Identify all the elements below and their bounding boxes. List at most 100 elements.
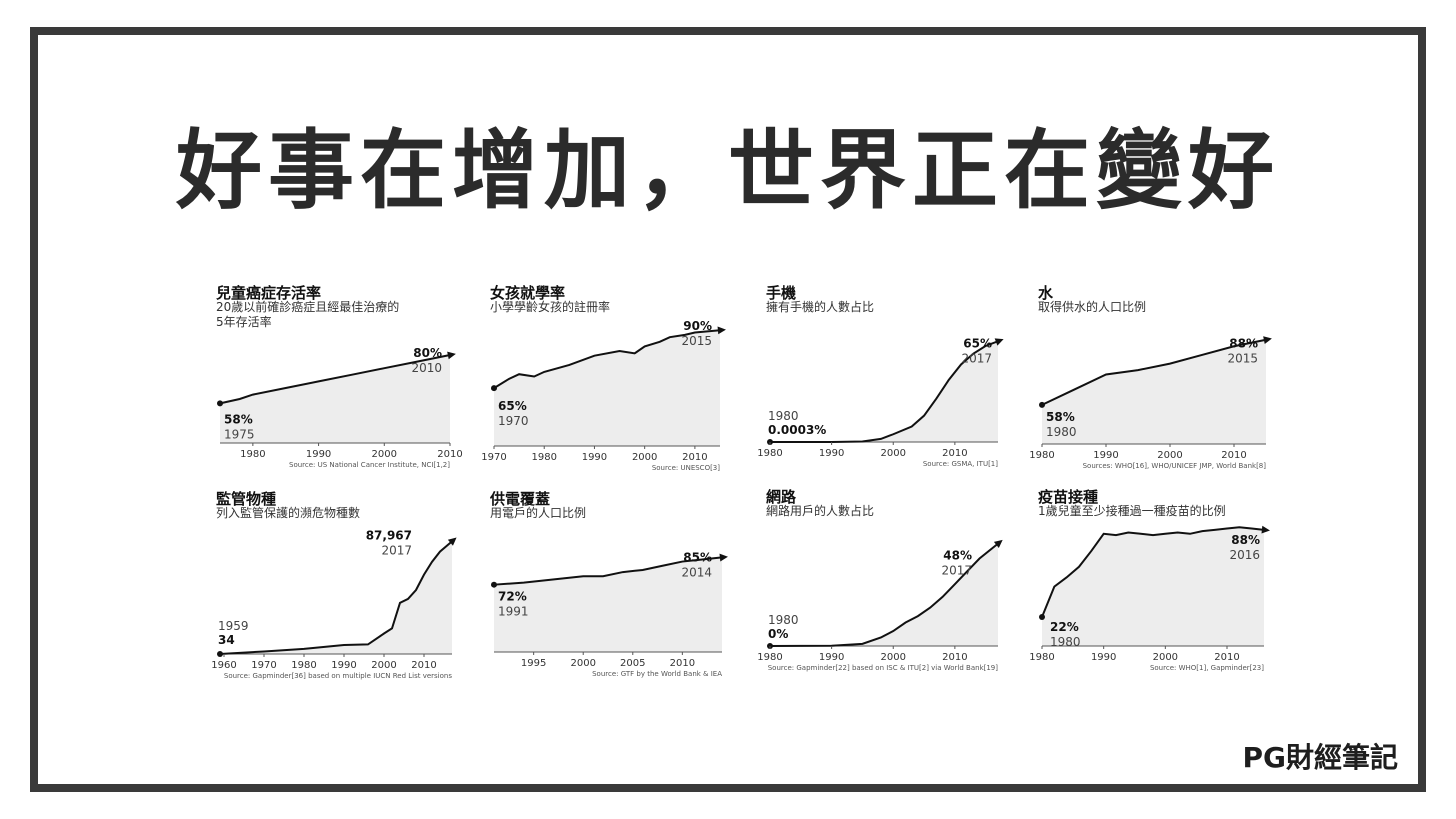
source-note: Source: WHO[1], Gapminder[23] — [1150, 664, 1264, 672]
tick-label: 2000 — [570, 658, 595, 669]
panel-subtitle: 擁有手機的人數占比 — [766, 300, 875, 314]
end-value-label: 80% — [413, 346, 442, 360]
end-year-label: 2017 — [381, 543, 412, 557]
start-year-label: 1970 — [498, 414, 529, 428]
source-note: Source: US National Cancer Institute, NC… — [289, 461, 450, 469]
series-line — [769, 340, 999, 443]
end-year-label: 2017 — [961, 351, 992, 365]
start-dot — [217, 650, 223, 657]
source-note: Source: Gapminder[36] based on multiple … — [224, 672, 452, 680]
panel-title: 兒童癌症存活率 — [216, 284, 322, 302]
tick-label: 1990 — [1091, 652, 1116, 663]
source-note: Source: Gapminder[22] based on ISC & ITU… — [768, 664, 999, 672]
tick-label: 2000 — [1157, 450, 1182, 461]
tick-label: 2010 — [942, 448, 967, 459]
panel-title: 供電覆蓋 — [490, 490, 551, 508]
start-value-label: 65% — [498, 399, 527, 413]
tick-label: 1980 — [757, 448, 782, 459]
tick-label: 1990 — [331, 660, 356, 671]
start-dot — [1039, 401, 1045, 408]
panel-title: 手機 — [766, 284, 797, 302]
end-year-label: 2010 — [411, 361, 442, 375]
series-line — [219, 540, 453, 655]
chart-panel-mobile-phones: 手機 擁有手機的人數占比 1980 1990 2000 2010 Source: GSM… — [757, 282, 1016, 482]
end-year-label: 2016 — [1229, 548, 1260, 562]
end-value-label: 88% — [1231, 533, 1260, 547]
panel-subtitle: 取得供水的人口比例 — [1038, 300, 1147, 314]
arrow-head — [1263, 336, 1272, 344]
start-year-label: 1980 — [1050, 635, 1081, 649]
panel-subtitle: 用電戶的人口比例 — [490, 506, 587, 520]
tick-label: 2010 — [411, 660, 436, 671]
tick-label: 1980 — [240, 449, 265, 460]
start-dot — [491, 385, 497, 392]
tick-label: 2000 — [632, 452, 657, 463]
start-value-label: 58% — [224, 412, 253, 426]
tick-label: 1980 — [291, 660, 316, 671]
slide-title: 好事在增加，世界正在變好 — [176, 121, 1280, 221]
arrow-head — [993, 539, 1003, 548]
arrow-head — [1261, 525, 1270, 534]
start-value-label: 0% — [768, 627, 788, 641]
arrow-head — [717, 326, 726, 335]
start-dot — [767, 438, 773, 445]
end-value-label: 90% — [683, 319, 712, 333]
source-note: Source: UNESCO[3] — [652, 464, 720, 472]
series-line — [1041, 338, 1267, 406]
arrow-head — [719, 553, 728, 562]
arrow-head — [447, 351, 456, 360]
chart-panel-electricity: 供電覆蓋 用電戶的人口比例 1995 2000 2005 2010 Source: GT… — [490, 488, 740, 688]
area-fill — [1042, 339, 1266, 444]
panel-title: 疫苗接種 — [1038, 488, 1099, 506]
panel-subtitle: 小學學齡女孩的註冊率 — [490, 300, 611, 314]
chart-panel-protected-species: 監管物種 列入監管保護的瀕危物種數 1960 1970 1980 1990 2000 20… — [211, 488, 466, 688]
start-year-label: 1959 — [218, 619, 249, 633]
panel-title: 女孩就學率 — [490, 284, 566, 302]
panel-title: 水 — [1038, 284, 1054, 302]
area-fill — [494, 557, 722, 652]
chart-panel-girls-school: 女孩就學率 小學學齡女孩的註冊率 1970 1980 1990 2000 2010 Sou… — [481, 282, 740, 482]
end-value-label: 87,967 — [366, 528, 412, 542]
start-year-label: 1991 — [498, 605, 529, 619]
start-value-label: 72% — [498, 590, 527, 604]
tick-label: 2010 — [1214, 652, 1239, 663]
source-note: Source: GSMA, ITU[1] — [923, 460, 998, 468]
start-dot — [491, 581, 497, 588]
start-year-label: 1980 — [768, 613, 799, 627]
start-year-label: 1980 — [768, 409, 799, 423]
start-value-label: 58% — [1046, 410, 1075, 424]
area-fill — [220, 541, 452, 654]
tick-label: 2000 — [372, 449, 397, 460]
end-value-label: 88% — [1229, 337, 1258, 351]
area-fill — [770, 543, 998, 646]
panel-subtitle: 20歲以前確診癌症且經最佳治療的 5年存活率 — [216, 300, 400, 329]
start-dot — [1039, 613, 1045, 620]
tick-label: 2010 — [437, 449, 462, 460]
series-line — [493, 556, 723, 586]
end-year-label: 2014 — [681, 565, 712, 579]
tick-label: 1980 — [531, 452, 556, 463]
start-value-label: 22% — [1050, 620, 1079, 634]
tick-label: 1960 — [211, 660, 236, 671]
chart-panel-vaccination: 疫苗接種 1歲兒童至少接種過一種疫苗的比例 1980 1990 2000 2010 So… — [1029, 486, 1288, 686]
tick-label: 1990 — [582, 452, 607, 463]
tick-label: 2000 — [1153, 652, 1178, 663]
tick-label: 1990 — [819, 652, 844, 663]
tick-label: 1990 — [306, 449, 331, 460]
source-note: Source: GTF by the World Bank & IEA — [592, 670, 722, 678]
chart-panel-internet: 網路 網路用戶的人數占比 1980 1990 2000 2010 Source: Gap… — [757, 486, 1016, 686]
start-value-label: 0.0003% — [768, 423, 826, 437]
chart-panel-child-cancer: 兒童癌症存活率 20歲以前確診癌症且經最佳治療的 5年存活率 1980 1990 2… — [216, 282, 466, 482]
tick-label: 1990 — [1093, 450, 1118, 461]
panel-subtitle: 1歲兒童至少接種過一種疫苗的比例 — [1038, 504, 1226, 518]
area-fill — [220, 355, 450, 443]
start-dot — [217, 400, 223, 407]
start-year-label: 1975 — [224, 427, 255, 441]
